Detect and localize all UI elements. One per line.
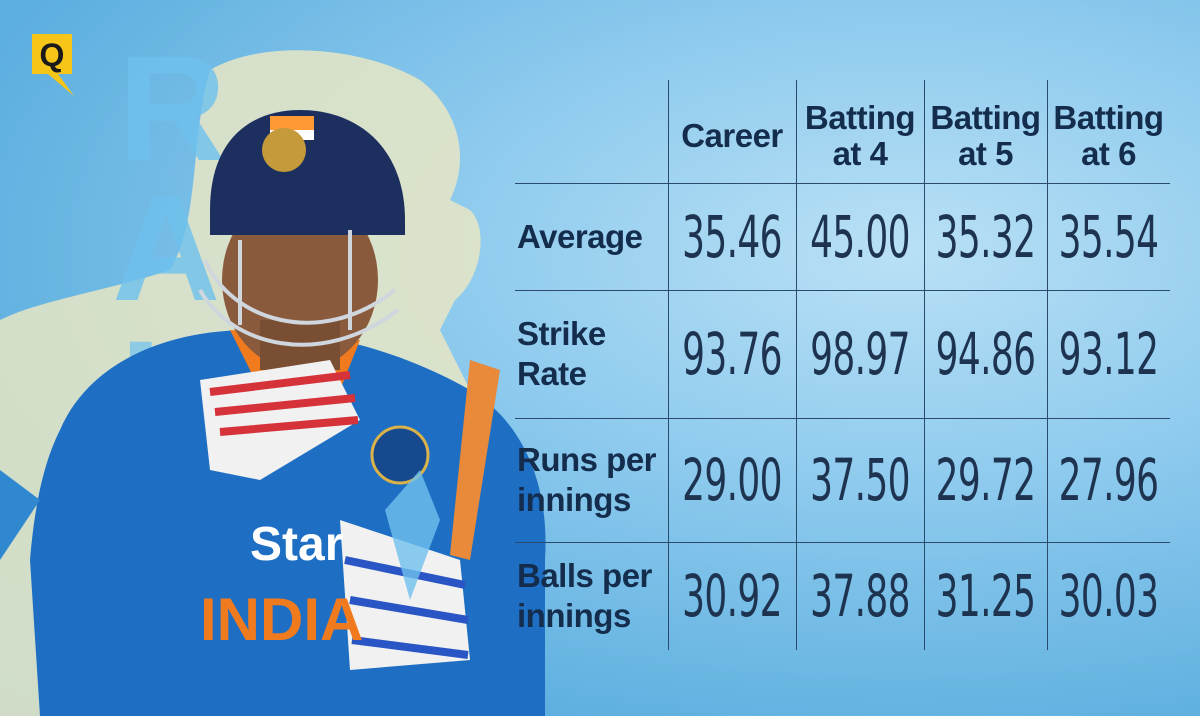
- row-header-balls-per-innings: Balls per innings: [517, 557, 652, 634]
- table-cell: 93.12: [1058, 320, 1159, 388]
- table-cell: 27.96: [1058, 446, 1159, 514]
- row-header-average: Average: [517, 217, 643, 255]
- table-cell: 35.54: [1058, 202, 1159, 271]
- table-cell: 30.92: [682, 562, 782, 630]
- quint-logo[interactable]: Q: [26, 30, 78, 100]
- grid-vline: [924, 80, 925, 650]
- logo-letter: Q: [40, 37, 65, 73]
- grid-hline: [515, 542, 1170, 543]
- table-cell: 37.88: [810, 562, 910, 630]
- table-cell: 35.46: [682, 202, 782, 271]
- svg-text:INDIA: INDIA: [200, 586, 363, 653]
- grid-vline: [796, 80, 797, 650]
- stats-table: Career Batting at 4 Batting at 5 Batting…: [515, 80, 1170, 650]
- row-header-runs-per-innings: Runs per innings: [517, 441, 657, 518]
- table-cell: 94.86: [935, 320, 1036, 388]
- table-cell: 29.00: [682, 446, 782, 514]
- grid-hline: [515, 418, 1170, 419]
- table-cell: 31.25: [935, 562, 1036, 630]
- table-cell: 35.32: [935, 202, 1036, 271]
- table-cell: 29.72: [935, 446, 1036, 514]
- grid-vline: [668, 80, 669, 650]
- watermark-letter-a: A: [112, 164, 220, 332]
- svg-text:Star: Star: [250, 518, 343, 571]
- watermark-letter-r: R: [118, 24, 226, 192]
- table-cell: 37.50: [810, 446, 910, 514]
- grid-hline: [515, 290, 1170, 291]
- column-header-batting-at-6: Batting at 6: [1053, 99, 1164, 172]
- row-header-strike-rate: Strike Rate: [517, 315, 606, 392]
- column-header-batting-at-5: Batting at 5: [930, 99, 1041, 172]
- column-header-batting-at-4: Batting at 4: [804, 99, 916, 172]
- table-cell: 45.00: [810, 202, 910, 271]
- table-cell: 98.97: [810, 320, 910, 388]
- player-photo: R A I N A Star INDIA: [0, 24, 546, 716]
- grid-hline: [515, 183, 1170, 184]
- grid-vline: [1047, 80, 1048, 650]
- table-cell: 30.03: [1058, 562, 1159, 630]
- table-cell: 93.76: [682, 320, 782, 388]
- column-header-career: Career: [681, 117, 783, 154]
